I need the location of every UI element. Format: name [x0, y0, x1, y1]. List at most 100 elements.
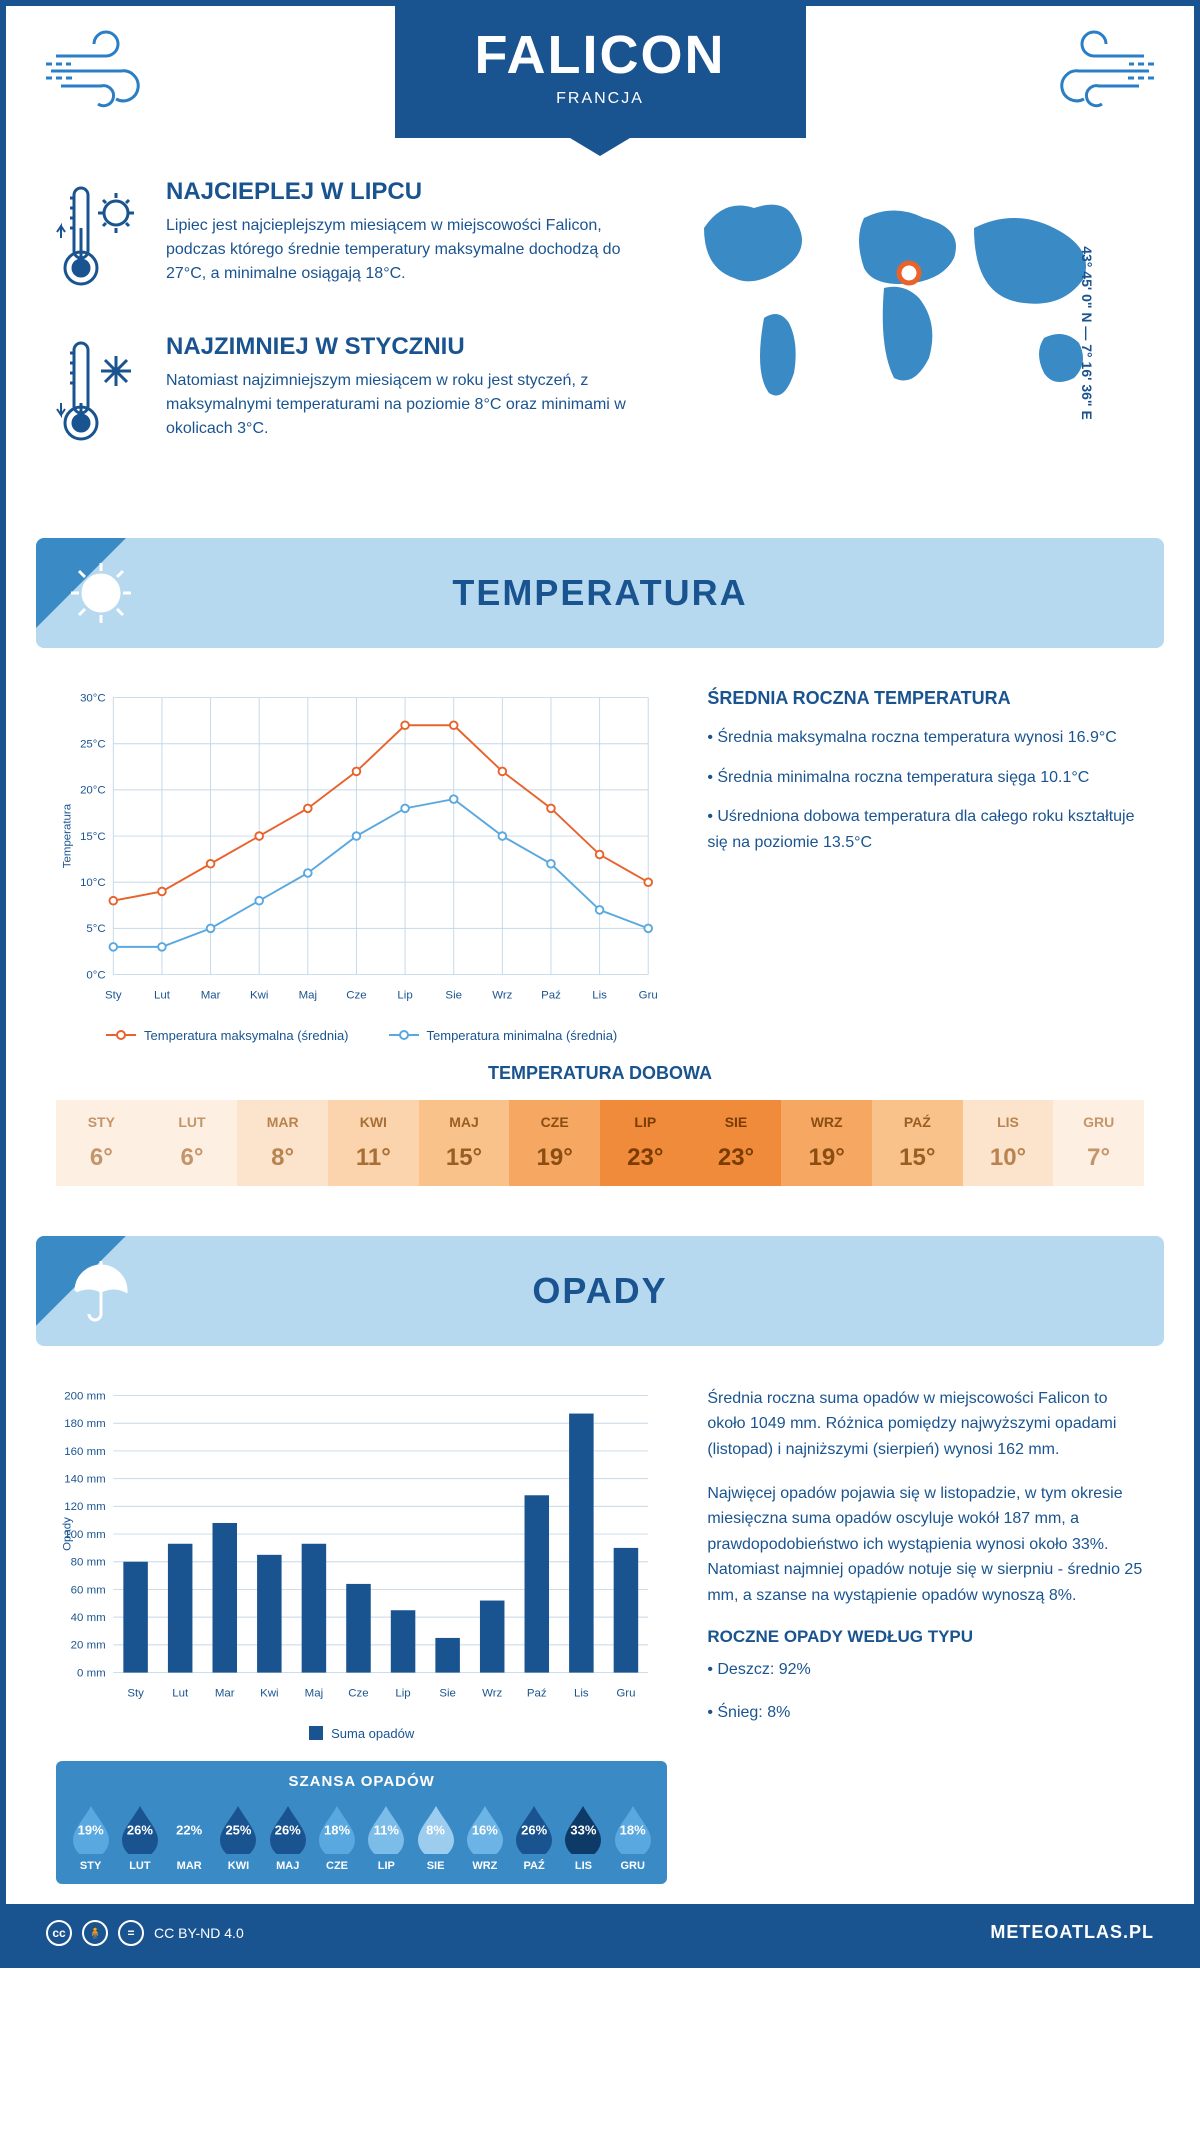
- chance-drop: 18% CZE: [314, 1802, 359, 1872]
- svg-text:30°C: 30°C: [80, 692, 106, 704]
- svg-text:200 mm: 200 mm: [64, 1390, 105, 1402]
- svg-text:Mar: Mar: [201, 989, 221, 1001]
- svg-text:Temperatura: Temperatura: [61, 803, 73, 868]
- svg-text:15°C: 15°C: [80, 831, 106, 843]
- intro-section: NAJCIEPLEJ W LIPCU Lipiec jest najcieple…: [6, 138, 1194, 518]
- daily-temp-table: STY6°LUT6°MAR8°KWI11°MAJ15°CZE19°LIP23°S…: [56, 1100, 1144, 1186]
- svg-text:Sie: Sie: [439, 1687, 456, 1699]
- svg-text:Opady: Opady: [61, 1517, 73, 1551]
- temperature-banner: TEMPERATURA: [36, 538, 1164, 648]
- svg-text:Maj: Maj: [299, 989, 317, 1001]
- temperature-info: ŚREDNIA ROCZNA TEMPERATURA • Średnia mak…: [707, 688, 1144, 1043]
- temp-cell: LUT6°: [147, 1100, 238, 1186]
- license-label: CC BY-ND 4.0: [154, 1925, 244, 1941]
- svg-text:20 mm: 20 mm: [71, 1639, 106, 1651]
- chance-drop: 22% MAR: [167, 1802, 212, 1872]
- chance-title: SZANSA OPADÓW: [68, 1773, 655, 1790]
- svg-text:Lis: Lis: [592, 989, 607, 1001]
- chance-drop: 19% STY: [68, 1802, 113, 1872]
- title-banner: FALICON FRANCJA: [395, 6, 806, 138]
- page-title: FALICON: [475, 24, 726, 86]
- svg-text:Wrz: Wrz: [482, 1687, 502, 1699]
- temp-bullet-0: • Średnia maksymalna roczna temperatura …: [707, 725, 1144, 751]
- precipitation-bar-chart: 0 mm20 mm40 mm60 mm80 mm100 mm120 mm140 …: [56, 1386, 667, 1711]
- svg-text:Lis: Lis: [574, 1687, 589, 1699]
- thermometer-sun-icon: [56, 178, 146, 303]
- daily-temperature: TEMPERATURA DOBOWA STY6°LUT6°MAR8°KWI11°…: [6, 1063, 1194, 1216]
- svg-text:10°C: 10°C: [80, 877, 106, 889]
- legend-min: Temperatura minimalna (średnia): [427, 1028, 618, 1043]
- temp-cell: PAŹ15°: [872, 1100, 963, 1186]
- svg-text:5°C: 5°C: [86, 923, 105, 935]
- coldest-fact: NAJZIMNIEJ W STYCZNIU Natomiast najzimni…: [56, 333, 634, 458]
- chance-drop: 16% WRZ: [462, 1802, 507, 1872]
- country-label: FRANCJA: [475, 90, 726, 108]
- sun-icon: [66, 558, 136, 628]
- legend-max: Temperatura maksymalna (średnia): [144, 1028, 348, 1043]
- svg-text:Lut: Lut: [154, 989, 171, 1001]
- chance-drop: 8% SIE: [413, 1802, 458, 1872]
- temperature-section-title: TEMPERATURA: [66, 572, 1134, 614]
- nd-icon: =: [118, 1920, 144, 1946]
- footer: cc 🧍 = CC BY-ND 4.0 METEOATLAS.PL: [6, 1904, 1194, 1962]
- warmest-title: NAJCIEPLEJ W LIPCU: [166, 178, 634, 206]
- coldest-text: Natomiast najzimniejszym miesiącem w rok…: [166, 369, 634, 441]
- svg-text:Maj: Maj: [305, 1687, 323, 1699]
- temperature-line-chart: 0°C5°C10°C15°C20°C25°C30°CStyLutMarKwiMa…: [56, 688, 667, 1013]
- svg-text:Kwi: Kwi: [260, 1687, 278, 1699]
- svg-text:Cze: Cze: [346, 989, 366, 1001]
- warmest-fact: NAJCIEPLEJ W LIPCU Lipiec jest najcieple…: [56, 178, 634, 303]
- temp-cell: STY6°: [56, 1100, 147, 1186]
- temp-cell: LIS10°: [963, 1100, 1054, 1186]
- svg-text:25°C: 25°C: [80, 739, 106, 751]
- svg-text:40 mm: 40 mm: [71, 1612, 106, 1624]
- precip-by-type-title: ROCZNE OPADY WEDŁUG TYPU: [707, 1627, 1144, 1647]
- coldest-title: NAJZIMNIEJ W STYCZNIU: [166, 333, 634, 361]
- chance-drop: 25% KWI: [216, 1802, 261, 1872]
- svg-text:160 mm: 160 mm: [64, 1446, 105, 1458]
- svg-text:Gru: Gru: [639, 989, 658, 1001]
- svg-text:180 mm: 180 mm: [64, 1418, 105, 1430]
- chance-drop: 33% LIS: [561, 1802, 606, 1872]
- svg-text:0 mm: 0 mm: [77, 1667, 106, 1679]
- chance-drop: 26% LUT: [117, 1802, 162, 1872]
- temp-cell: MAJ15°: [419, 1100, 510, 1186]
- world-map: [664, 178, 1144, 438]
- umbrella-icon: [66, 1256, 136, 1326]
- svg-text:140 mm: 140 mm: [64, 1473, 105, 1485]
- warmest-text: Lipiec jest najcieplejszym miesiącem w m…: [166, 214, 634, 286]
- temp-bullet-2: • Uśredniona dobowa temperatura dla całe…: [707, 804, 1144, 855]
- precip-type-1: • Śnieg: 8%: [707, 1700, 1144, 1726]
- coordinates: 43° 45' 0" N — 7° 16' 36" E: [1079, 246, 1095, 420]
- chance-drop: 26% PAŹ: [511, 1802, 556, 1872]
- wind-icon-right: [1014, 26, 1154, 116]
- svg-text:Lip: Lip: [395, 1687, 410, 1699]
- daily-temp-title: TEMPERATURA DOBOWA: [56, 1063, 1144, 1084]
- temp-cell: CZE19°: [509, 1100, 600, 1186]
- by-icon: 🧍: [82, 1920, 108, 1946]
- temp-cell: WRZ19°: [781, 1100, 872, 1186]
- svg-text:Sty: Sty: [127, 1687, 144, 1699]
- temp-cell: LIP23°: [600, 1100, 691, 1186]
- temp-cell: GRU7°: [1053, 1100, 1144, 1186]
- precip-text-1: Średnia roczna suma opadów w miejscowośc…: [707, 1386, 1144, 1463]
- temp-info-title: ŚREDNIA ROCZNA TEMPERATURA: [707, 688, 1144, 709]
- temp-cell: KWI11°: [328, 1100, 419, 1186]
- temperature-legend: Temperatura maksymalna (średnia) Tempera…: [56, 1028, 667, 1043]
- svg-text:Gru: Gru: [616, 1687, 635, 1699]
- svg-text:Kwi: Kwi: [250, 989, 268, 1001]
- svg-text:0°C: 0°C: [86, 969, 105, 981]
- svg-text:80 mm: 80 mm: [71, 1556, 106, 1568]
- chance-drop: 18% GRU: [610, 1802, 655, 1872]
- site-label: METEOATLAS.PL: [990, 1922, 1154, 1943]
- svg-text:Lut: Lut: [172, 1687, 189, 1699]
- precipitation-chance-box: SZANSA OPADÓW 19% STY 26% LUT 22% MAR 25…: [56, 1761, 667, 1884]
- wind-icon-left: [46, 26, 186, 116]
- thermometer-snow-icon: [56, 333, 146, 458]
- svg-text:Paź: Paź: [527, 1687, 547, 1699]
- precipitation-section: 0 mm20 mm40 mm60 mm80 mm100 mm120 mm140 …: [6, 1366, 1194, 1904]
- temperature-section: 0°C5°C10°C15°C20°C25°C30°CStyLutMarKwiMa…: [6, 668, 1194, 1063]
- precipitation-section-title: OPADY: [66, 1270, 1134, 1312]
- chance-drop: 26% MAJ: [265, 1802, 310, 1872]
- svg-text:Paź: Paź: [541, 989, 561, 1001]
